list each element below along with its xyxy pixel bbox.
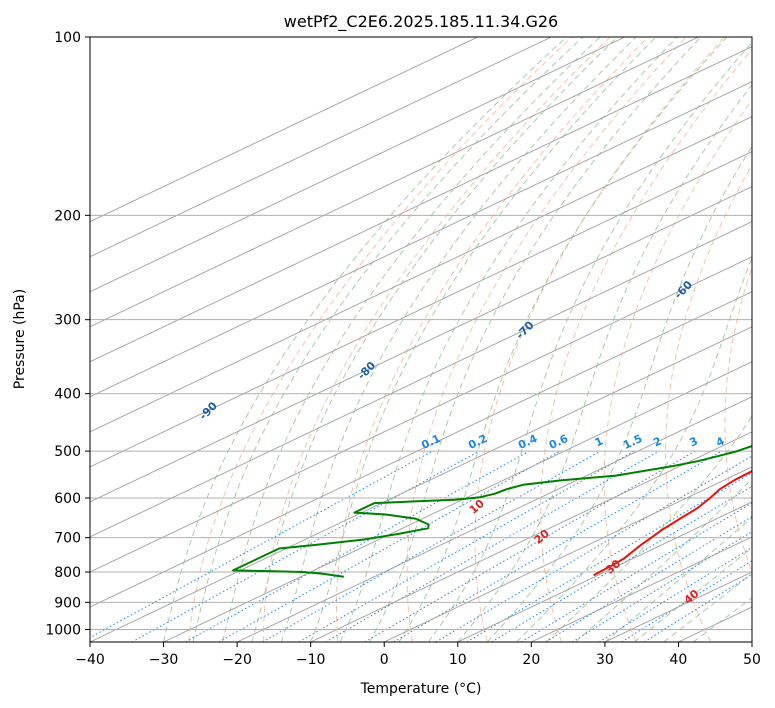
axis-ticks: −40 −30 −20 −10 0 10 20 30 40 50 100 200 300 400 500 60… xyxy=(45,30,761,668)
isotherm-line xyxy=(163,361,752,642)
isotherm-line xyxy=(457,501,752,642)
isotherm-line xyxy=(90,46,752,363)
moist-adiabat-line xyxy=(251,37,618,642)
y-axis-label: Pressure (hPa) xyxy=(12,289,28,389)
isotherm-line xyxy=(90,116,752,433)
moist-adiabat-line xyxy=(604,516,752,642)
dewpoint-profile-line xyxy=(232,445,752,578)
dry-adiabat-line xyxy=(188,37,573,642)
y-tick-label: 700 xyxy=(54,531,81,547)
mixing-ratio-line xyxy=(298,450,635,642)
moist-adiabat-line xyxy=(398,37,728,642)
mixing-ratio-line xyxy=(521,502,752,642)
dry-adiabat-line xyxy=(406,37,687,642)
x-tick-label: −30 xyxy=(149,652,179,668)
y-tick-label: 400 xyxy=(54,387,81,403)
mixing-ratio-line xyxy=(545,515,752,642)
chart-title: wetPf2_C2E6.2025.185.11.34.G26 xyxy=(284,12,558,32)
x-tick-label: −10 xyxy=(296,652,326,668)
y-tick-label: 600 xyxy=(54,491,81,507)
isotherm-line xyxy=(90,221,752,538)
plot-area xyxy=(90,37,752,642)
isotherm-line xyxy=(90,81,752,398)
mixing-ratio-line xyxy=(325,450,660,642)
mixing-ratio-line xyxy=(185,450,530,642)
isotherm-line xyxy=(90,326,752,642)
dry-adiabat-line xyxy=(474,37,725,642)
dry-adiabat-line xyxy=(603,99,752,642)
mixing-ratio-line xyxy=(90,450,433,639)
mixing-ratio-line xyxy=(393,450,722,642)
isotherm-line xyxy=(384,466,752,642)
x-tick-label: 50 xyxy=(743,652,761,668)
isotherm-line xyxy=(90,186,752,503)
mixing-ratio-line xyxy=(131,450,480,642)
x-tick-label: −40 xyxy=(75,652,105,668)
isotherm-line xyxy=(310,431,752,642)
isotherm-line xyxy=(531,536,752,642)
mixing-ratio-line xyxy=(571,531,752,642)
dry-adiabat-line xyxy=(262,37,611,642)
plot-frame xyxy=(89,36,753,643)
dry-adiabat-line xyxy=(540,48,752,642)
x-tick-label: 10 xyxy=(449,652,467,668)
temperature-profile-line xyxy=(593,469,752,577)
moist-adiabat-line xyxy=(163,37,567,642)
isotherm-line xyxy=(90,151,752,468)
y-tick-label: 200 xyxy=(54,208,81,224)
isotherm-line xyxy=(90,37,478,223)
moist-adiabat-line xyxy=(575,478,752,642)
isotherm-line xyxy=(236,396,752,642)
y-tick-label: 800 xyxy=(54,565,81,581)
isotherm-line xyxy=(90,291,752,608)
x-axis-label: Temperature (°C) xyxy=(360,681,482,697)
mixing-ratio-line xyxy=(621,560,752,642)
sounding-profiles xyxy=(232,445,752,578)
y-tick-label: 300 xyxy=(54,313,81,329)
x-tick-label: −20 xyxy=(222,652,252,668)
moist-adiabat-line xyxy=(339,37,678,642)
y-tick-label: 1000 xyxy=(45,622,81,638)
isotherm-line xyxy=(90,37,552,258)
mixing-ratio-line xyxy=(598,546,752,642)
mixing-ratio-lines xyxy=(90,450,752,642)
x-tick-label: 30 xyxy=(596,652,614,668)
dry-adiabat-line xyxy=(724,265,752,573)
moist-adiabat-line xyxy=(221,37,601,642)
isotherm-line xyxy=(90,37,699,328)
x-tick-label: 20 xyxy=(522,652,540,668)
x-tick-label: 40 xyxy=(670,652,688,668)
isotherm-line xyxy=(90,37,626,293)
isotherm-line xyxy=(90,256,752,573)
moist-adiabat-line xyxy=(280,37,637,642)
mixing-ratio-line xyxy=(644,573,752,642)
y-tick-label: 500 xyxy=(54,444,81,460)
x-tick-label: 0 xyxy=(380,652,389,668)
moist-adiabat-line xyxy=(369,37,702,642)
isotherms xyxy=(90,37,752,642)
pressure-gridlines xyxy=(90,37,752,630)
y-tick-label: 100 xyxy=(54,30,81,46)
mixing-ratio-line xyxy=(435,455,752,642)
moist-adiabat-line xyxy=(516,256,752,642)
moist-adiabat-line xyxy=(486,145,752,642)
moist-adiabat-line xyxy=(457,84,752,642)
y-tick-label: 900 xyxy=(54,595,81,611)
moist-adiabat-line xyxy=(428,41,752,642)
moist-adiabat-line xyxy=(192,37,584,642)
